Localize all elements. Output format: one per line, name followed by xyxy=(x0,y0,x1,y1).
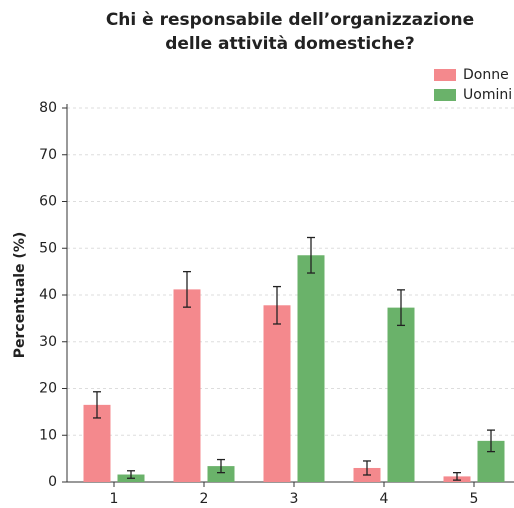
x-tick-label: 1 xyxy=(110,491,119,507)
bar xyxy=(387,307,415,482)
y-axis-label: Percentuale (%) xyxy=(12,232,28,359)
y-tick-label: 80 xyxy=(39,100,57,116)
y-tick-label: 0 xyxy=(48,474,57,490)
bar xyxy=(173,289,201,482)
x-tick-label: 2 xyxy=(200,491,209,507)
legend-label: Donne xyxy=(463,67,509,83)
legend-swatch xyxy=(434,89,456,101)
x-tick-label: 5 xyxy=(470,491,479,507)
y-tick-label: 10 xyxy=(39,427,57,443)
legend-swatch xyxy=(434,69,456,81)
x-tick-label: 4 xyxy=(380,491,389,507)
y-tick-label: 60 xyxy=(39,194,57,210)
y-tick-label: 40 xyxy=(39,287,57,303)
y-tick-label: 70 xyxy=(39,147,57,163)
bar xyxy=(207,466,235,482)
legend-label: Uomini xyxy=(463,87,512,103)
bar xyxy=(297,255,325,482)
bar xyxy=(263,305,291,482)
y-tick-label: 20 xyxy=(39,381,57,397)
y-tick-label: 50 xyxy=(39,240,57,256)
chart-title: delle attività domestiche? xyxy=(165,34,415,54)
y-tick-label: 30 xyxy=(39,334,57,350)
chart-title: Chi è responsabile dell’organizzazione xyxy=(106,10,474,30)
x-tick-label: 3 xyxy=(290,491,299,507)
